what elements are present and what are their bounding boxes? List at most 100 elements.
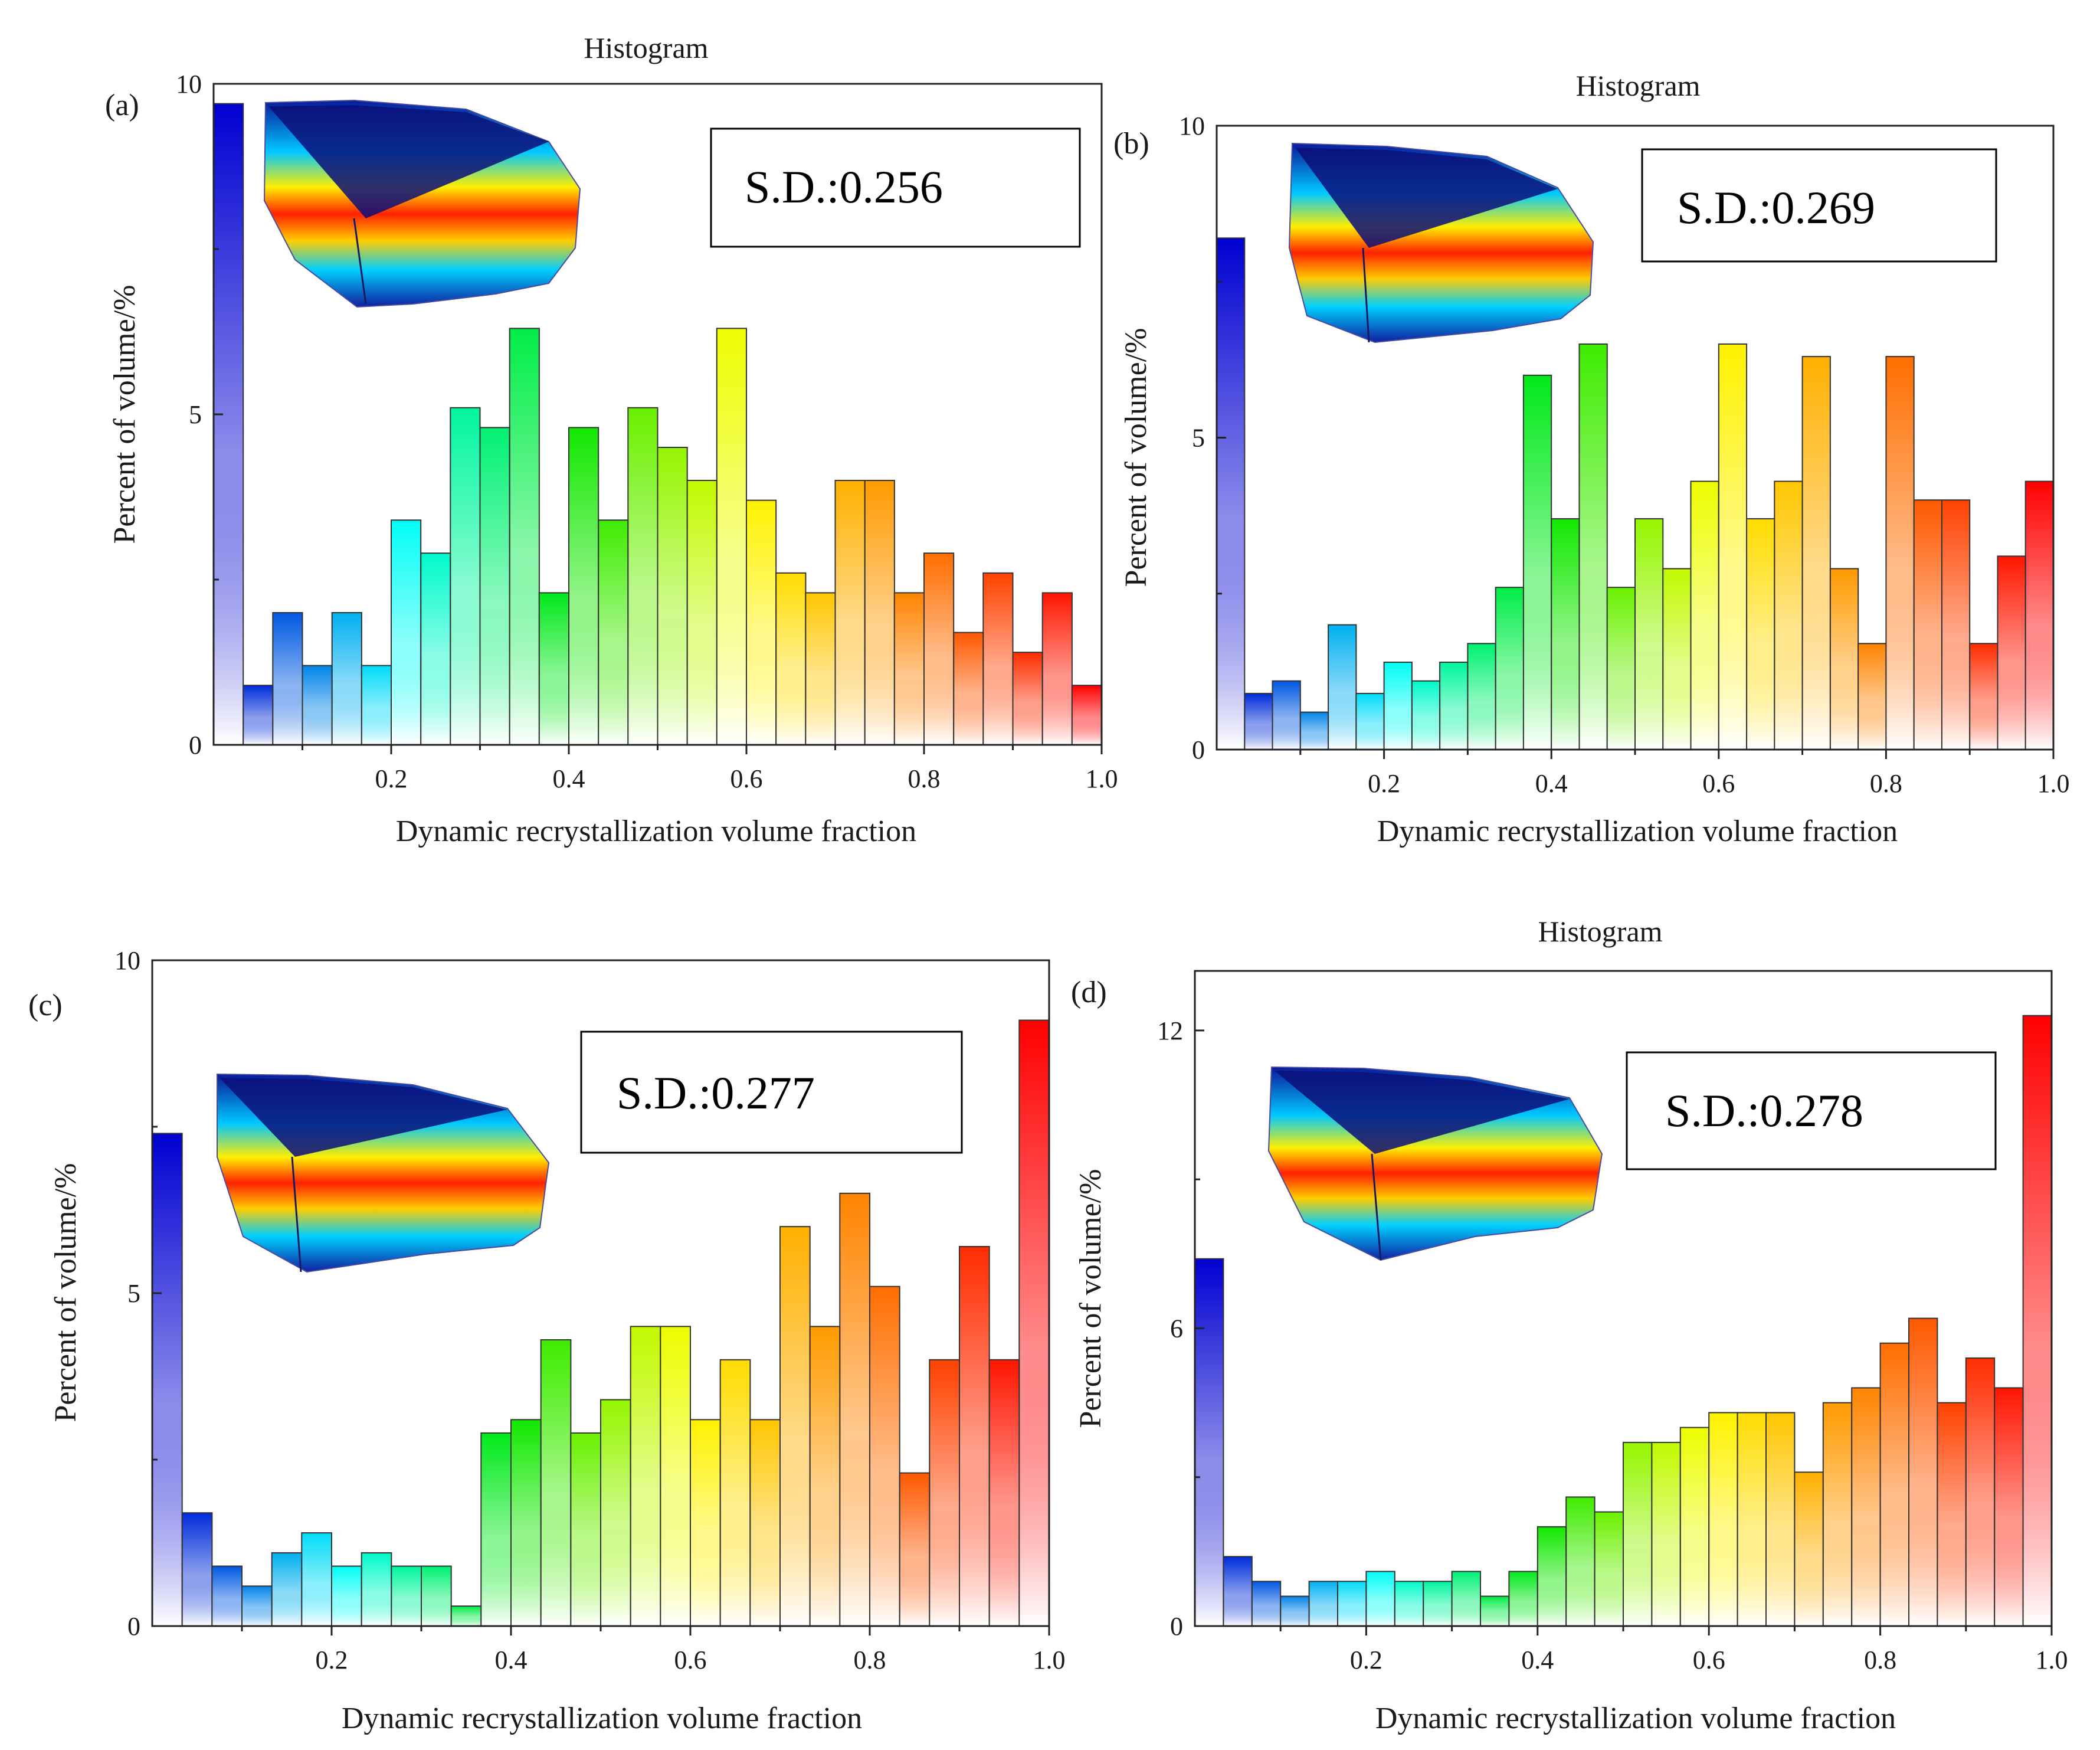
x-tick-label: 0.2 (316, 1646, 348, 1674)
histogram-bar (1746, 518, 1775, 751)
x-tick-label: 0.2 (375, 764, 408, 793)
histogram-bar (272, 612, 303, 745)
histogram-bar (1071, 685, 1103, 745)
histogram-bar (480, 1432, 512, 1627)
histogram-bar (302, 665, 333, 745)
histogram-bar (1997, 555, 2026, 750)
histogram-bar (1551, 518, 1580, 751)
histogram-bar (301, 1532, 332, 1627)
histogram-bar (211, 1565, 243, 1627)
y-axis-title: Percent of volume/% (108, 285, 142, 544)
panel-b: Histogram (b) 0.2 0.4 0.6 0.8 1.0 0 5 10 Dynam… (1113, 69, 2070, 848)
histogram-bar (1908, 1317, 1938, 1627)
histogram-bar (923, 552, 955, 745)
histogram-bar (271, 1552, 303, 1627)
sd-annotation-box (580, 1031, 963, 1154)
x-axis-title: Dynamic recrystallization volume fractio… (396, 815, 916, 848)
x-tick-label: 0.2 (1350, 1646, 1382, 1674)
histogram-bar (1941, 499, 1971, 750)
chart-title: Histogram (1575, 69, 1700, 102)
histogram-bar (1308, 1581, 1339, 1627)
x-tick-label: 0.4 (1521, 1646, 1554, 1674)
histogram-bar (1041, 592, 1073, 746)
histogram-bar (982, 572, 1014, 745)
histogram-bar (1994, 1387, 2024, 1627)
y-tick-label: 6 (1170, 1314, 1183, 1343)
histogram-bar (1623, 1441, 1653, 1627)
histogram-bar (1365, 1571, 1395, 1627)
inset-3d-model (1288, 142, 1594, 344)
histogram-bar (1223, 1556, 1253, 1627)
histogram-bar (1857, 643, 1887, 751)
histogram-bar (864, 480, 895, 745)
histogram-bar (450, 1605, 482, 1627)
bar-series (213, 103, 1103, 746)
histogram-bar (361, 1552, 392, 1627)
histogram-bar (805, 592, 836, 746)
x-tick-label: 0.8 (1870, 769, 1902, 798)
histogram-bar (1913, 499, 1942, 750)
histogram-bar (1565, 1496, 1596, 1627)
sd-annotation-box (710, 127, 1081, 248)
histogram-bar (899, 1472, 931, 1627)
x-tick-label: 0.6 (1693, 1646, 1725, 1674)
histogram-bar (1606, 587, 1636, 750)
histogram-bar (869, 1285, 900, 1627)
histogram-bar (1737, 1412, 1767, 1627)
histogram-bar (1794, 1471, 1824, 1627)
panel-label: (a) (105, 89, 139, 122)
y-tick-label: 0 (189, 731, 202, 760)
histogram-bar (809, 1326, 841, 1627)
bar-series (1216, 237, 2054, 751)
x-axis-title: Dynamic recrystallization volume fractio… (342, 1702, 862, 1735)
histogram-bar (749, 1419, 781, 1627)
x-axis-title: Dynamic recrystallization volume fractio… (1375, 1702, 1896, 1735)
y-tick-label: 0 (1192, 735, 1205, 764)
y-tick-label: 0 (1170, 1612, 1183, 1641)
histogram-bar (450, 407, 481, 745)
histogram-bar (1690, 480, 1719, 750)
x-tick-label: 1.0 (2036, 1646, 2068, 1674)
y-tick-label: 10 (176, 70, 202, 99)
histogram-bar (1012, 652, 1043, 745)
sd-annotation: S.D.:0.269 (1677, 182, 1875, 233)
y-tick-label: 10 (114, 946, 140, 975)
histogram-bar (1337, 1581, 1367, 1627)
histogram-bar (540, 1339, 572, 1627)
histogram-bar (1634, 518, 1664, 751)
histogram-bar (241, 1585, 273, 1627)
y-axis-title: Percent of volume/% (49, 1163, 83, 1422)
histogram-bar (1774, 480, 1803, 750)
histogram-bar (1651, 1441, 1681, 1627)
histogram-bar (420, 552, 451, 745)
histogram-bar (391, 519, 422, 745)
histogram-bar (1536, 1526, 1567, 1627)
histogram-bar (361, 665, 392, 745)
histogram-bar (839, 1192, 871, 1627)
y-tick-label: 12 (1157, 1016, 1183, 1045)
histogram-bar (630, 1326, 661, 1627)
histogram-bar (1765, 1412, 1796, 1627)
y-tick-label: 10 (1179, 112, 1205, 140)
histogram-bar (1194, 1258, 1224, 1627)
histogram-bar (719, 1359, 751, 1627)
histogram-bar (598, 519, 629, 745)
x-tick-label: 0.2 (1368, 769, 1400, 798)
histogram-bar (779, 1226, 811, 1627)
histogram-bar (568, 427, 599, 745)
x-tick-label: 1.0 (1033, 1646, 1066, 1674)
y-axis-ticks: 0 6 12 (1157, 1016, 1204, 1641)
histogram-bar (600, 1399, 631, 1627)
chart-title: Histogram (584, 31, 708, 64)
histogram-bar (1965, 1357, 1996, 1627)
inset-3d-model (1267, 1066, 1603, 1261)
histogram-bar (1394, 1581, 1424, 1627)
x-tick-label: 0.8 (908, 764, 941, 793)
x-tick-label: 1.0 (2037, 769, 2070, 798)
panel-c: (c) 0.2 0.4 0.6 0.8 1.0 0 5 10 Dynamic recryst… (28, 946, 1066, 1735)
histogram-bar (2022, 1015, 2053, 1627)
bar-series (152, 1019, 1050, 1627)
histogram-bar (690, 1419, 721, 1627)
histogram-bar (570, 1432, 601, 1627)
